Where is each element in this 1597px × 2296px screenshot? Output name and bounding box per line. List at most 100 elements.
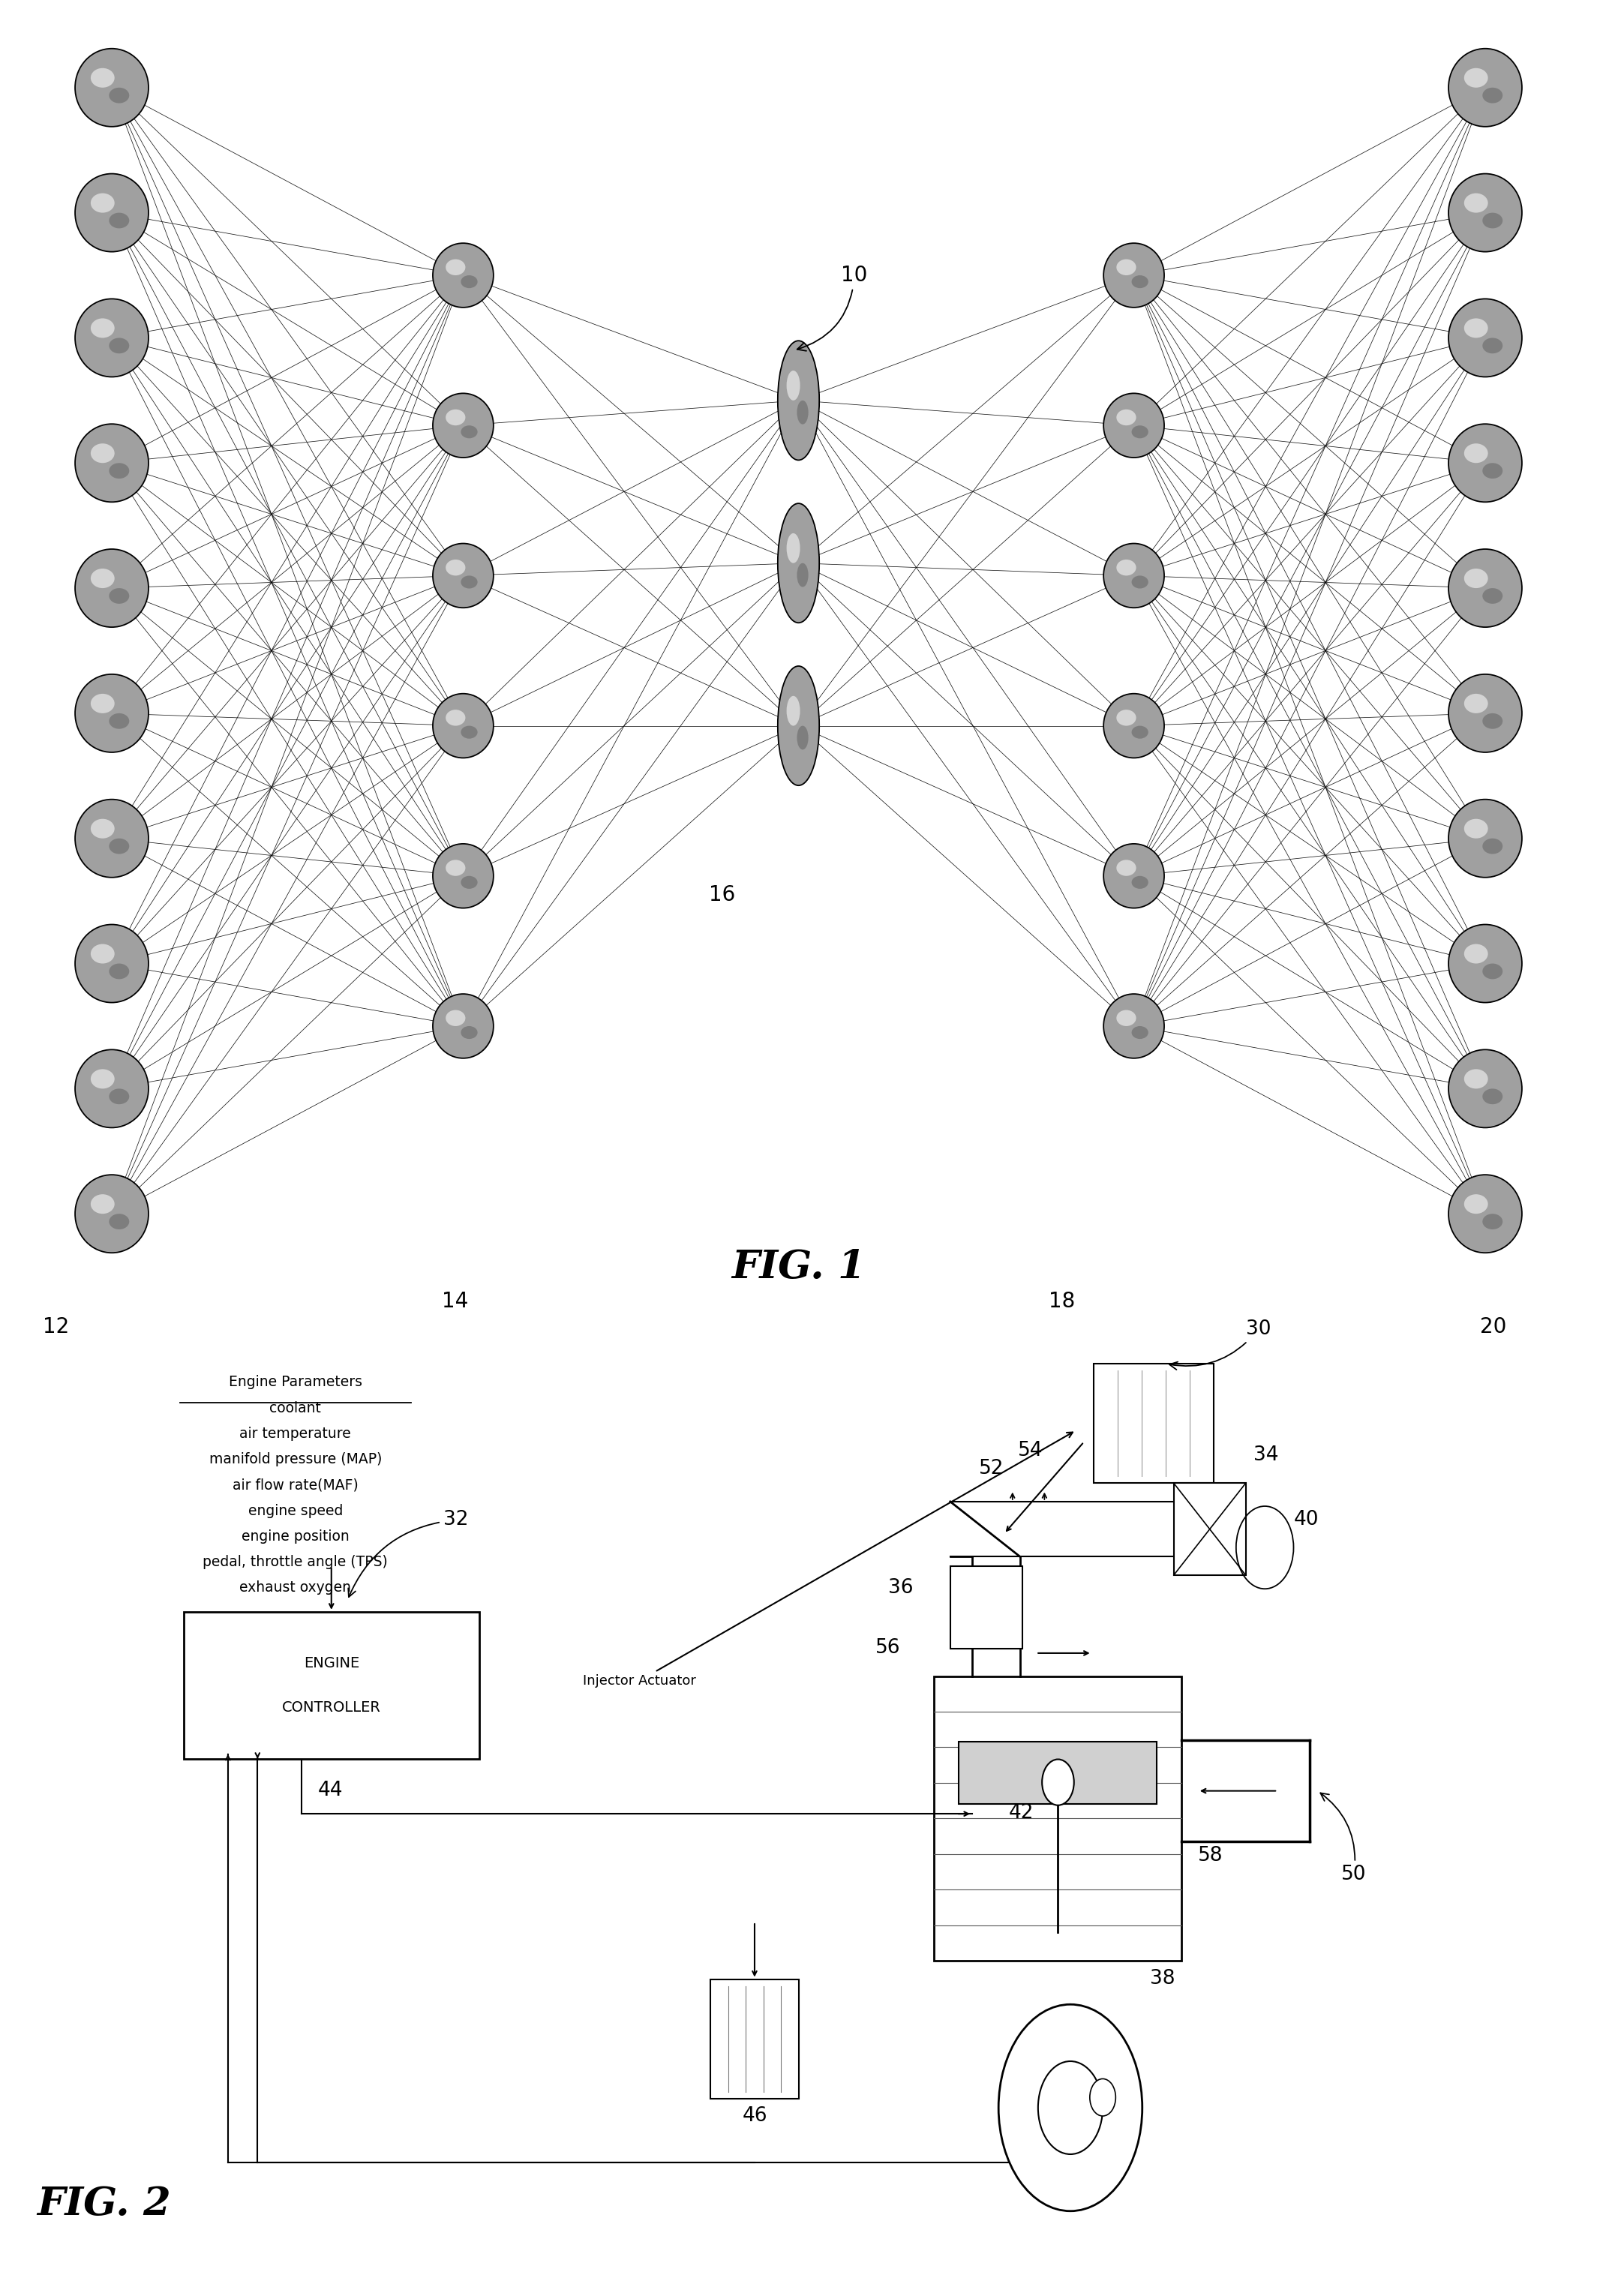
Ellipse shape	[1104, 243, 1164, 308]
Circle shape	[998, 2004, 1142, 2211]
Ellipse shape	[1482, 338, 1503, 354]
Ellipse shape	[1482, 964, 1503, 978]
Ellipse shape	[109, 464, 129, 478]
Ellipse shape	[1464, 193, 1488, 214]
Text: Engine Parameters: Engine Parameters	[228, 1375, 363, 1389]
Ellipse shape	[433, 393, 493, 457]
Text: ENGINE: ENGINE	[303, 1655, 359, 1671]
Ellipse shape	[75, 925, 149, 1003]
Ellipse shape	[91, 193, 115, 214]
Ellipse shape	[462, 877, 478, 889]
Ellipse shape	[1464, 1070, 1488, 1088]
Ellipse shape	[75, 1176, 149, 1254]
Ellipse shape	[91, 569, 115, 588]
Ellipse shape	[1448, 48, 1522, 126]
Text: 36: 36	[888, 1577, 913, 1598]
Text: 18: 18	[1049, 1290, 1075, 1311]
Ellipse shape	[433, 843, 493, 909]
Text: 52: 52	[979, 1458, 1005, 1479]
Ellipse shape	[91, 944, 115, 964]
Ellipse shape	[1464, 443, 1488, 464]
Ellipse shape	[1116, 560, 1135, 576]
Ellipse shape	[778, 340, 819, 459]
Ellipse shape	[1482, 838, 1503, 854]
Bar	[711, 1979, 798, 2099]
Ellipse shape	[1448, 174, 1522, 253]
Text: 42: 42	[1008, 1802, 1033, 1823]
Ellipse shape	[446, 859, 465, 877]
Ellipse shape	[433, 243, 493, 308]
Ellipse shape	[787, 696, 800, 726]
Ellipse shape	[778, 666, 819, 785]
Text: FIG. 2: FIG. 2	[37, 2186, 171, 2223]
Ellipse shape	[75, 298, 149, 377]
Ellipse shape	[446, 259, 465, 276]
Text: coolant: coolant	[270, 1401, 321, 1414]
Text: exhaust oxygen: exhaust oxygen	[240, 1580, 351, 1596]
Text: FIG. 1: FIG. 1	[731, 1249, 866, 1286]
Ellipse shape	[91, 319, 115, 338]
Text: 58: 58	[1198, 1846, 1223, 1867]
Ellipse shape	[1482, 464, 1503, 478]
Ellipse shape	[109, 338, 129, 354]
Ellipse shape	[1448, 925, 1522, 1003]
Ellipse shape	[91, 69, 115, 87]
Bar	[1174, 1483, 1246, 1575]
Ellipse shape	[75, 1049, 149, 1127]
Text: engine speed: engine speed	[248, 1504, 343, 1518]
Ellipse shape	[91, 693, 115, 714]
Text: Injector Actuator: Injector Actuator	[583, 1433, 1073, 1688]
Ellipse shape	[1448, 799, 1522, 877]
Text: 32: 32	[348, 1511, 468, 1598]
Ellipse shape	[109, 588, 129, 604]
Ellipse shape	[91, 820, 115, 838]
Text: 30: 30	[1169, 1320, 1271, 1371]
Bar	[1094, 1364, 1214, 1483]
Ellipse shape	[1116, 1010, 1135, 1026]
Ellipse shape	[787, 533, 800, 563]
Ellipse shape	[91, 1194, 115, 1215]
Ellipse shape	[1482, 87, 1503, 103]
Ellipse shape	[797, 726, 808, 748]
Ellipse shape	[1464, 693, 1488, 714]
Ellipse shape	[1104, 544, 1164, 608]
Ellipse shape	[1448, 549, 1522, 627]
Ellipse shape	[75, 174, 149, 253]
Text: 44: 44	[318, 1779, 343, 1800]
Text: 10: 10	[797, 264, 867, 351]
Ellipse shape	[462, 576, 478, 588]
Ellipse shape	[109, 838, 129, 854]
Text: 56: 56	[875, 1637, 901, 1658]
Ellipse shape	[787, 370, 800, 400]
Ellipse shape	[797, 400, 808, 425]
Ellipse shape	[1116, 409, 1135, 425]
Ellipse shape	[446, 409, 465, 425]
Bar	[950, 1566, 1022, 1649]
Ellipse shape	[462, 726, 478, 739]
Text: 14: 14	[442, 1290, 468, 1311]
Ellipse shape	[1482, 588, 1503, 604]
Ellipse shape	[1482, 214, 1503, 227]
Text: 16: 16	[709, 884, 735, 905]
Ellipse shape	[1464, 319, 1488, 338]
Ellipse shape	[1482, 1088, 1503, 1104]
Ellipse shape	[433, 544, 493, 608]
Ellipse shape	[1448, 675, 1522, 753]
Ellipse shape	[1132, 276, 1148, 287]
Bar	[184, 1612, 479, 1759]
Ellipse shape	[75, 549, 149, 627]
Text: 54: 54	[1017, 1440, 1043, 1460]
Ellipse shape	[109, 964, 129, 978]
Ellipse shape	[75, 425, 149, 503]
Text: pedal, throttle angle (TPS): pedal, throttle angle (TPS)	[203, 1554, 388, 1570]
Ellipse shape	[1116, 259, 1135, 276]
Ellipse shape	[446, 560, 465, 576]
Ellipse shape	[1482, 1215, 1503, 1228]
Ellipse shape	[446, 1010, 465, 1026]
Ellipse shape	[1104, 994, 1164, 1058]
Text: manifold pressure (MAP): manifold pressure (MAP)	[209, 1451, 382, 1467]
Text: 40: 40	[1294, 1508, 1319, 1529]
Ellipse shape	[462, 1026, 478, 1038]
Ellipse shape	[109, 714, 129, 728]
Text: air flow rate(MAF): air flow rate(MAF)	[233, 1479, 358, 1492]
